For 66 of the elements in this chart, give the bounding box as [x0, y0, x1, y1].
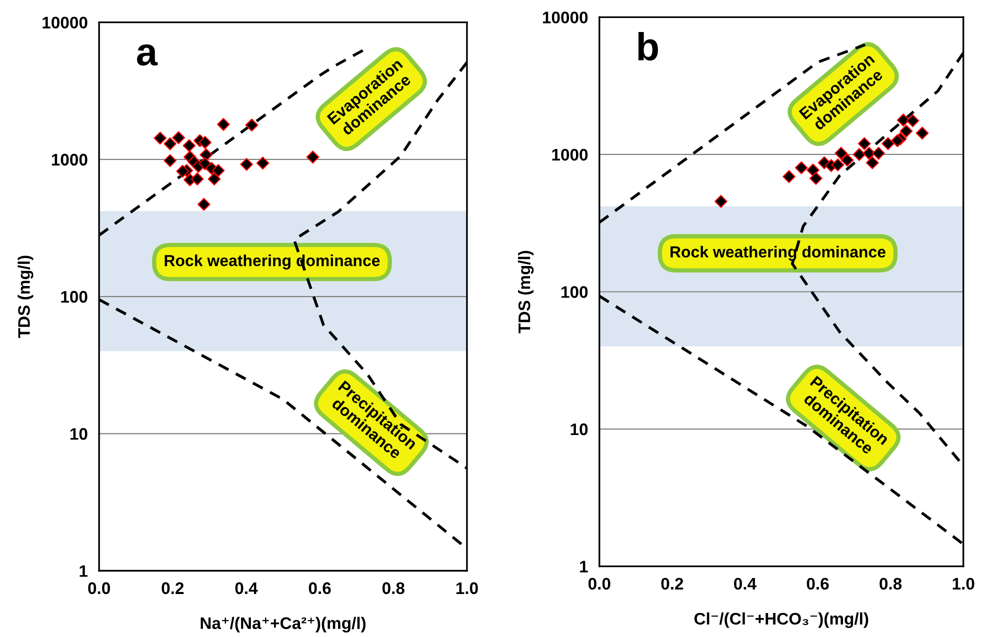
point — [164, 137, 177, 150]
y-axis-title: TDS (mg/l) — [18, 256, 34, 338]
point — [896, 114, 910, 127]
point — [212, 164, 225, 177]
annotation: Rock weathering dominance — [670, 246, 886, 261]
point — [240, 158, 254, 171]
point — [197, 198, 210, 211]
point — [900, 124, 913, 138]
point — [190, 172, 204, 186]
chart-title: a — [137, 44, 158, 66]
point — [916, 126, 929, 140]
x-tick-label: 0.2 — [162, 582, 184, 594]
y-tick-label: 1 — [80, 565, 88, 577]
point — [176, 164, 190, 178]
point — [306, 150, 320, 164]
point — [794, 161, 808, 174]
point — [714, 194, 728, 208]
x-tick-label: 0.4 — [734, 578, 756, 590]
annotation: Rock weathering dominance — [164, 254, 380, 270]
x-tick-label: 0.4 — [235, 582, 258, 594]
y-tick-label: 1000 — [52, 154, 88, 166]
point — [216, 118, 230, 131]
x-tick-label: 0.6 — [806, 578, 829, 590]
point — [154, 132, 167, 145]
point — [809, 172, 822, 185]
point — [164, 154, 177, 168]
x-axis-title: Cl⁻/(Cl⁻+HCO₃⁻)(mg/l) — [694, 612, 868, 628]
point — [866, 156, 879, 170]
point — [891, 134, 904, 148]
point — [831, 158, 844, 172]
point — [882, 137, 894, 150]
point — [872, 146, 885, 160]
x-axis-title: Na⁺/(Na⁺+Ca²⁺)(mg/l) — [200, 616, 366, 632]
point — [782, 170, 796, 184]
x-tick-label: 0.0 — [588, 578, 610, 590]
point — [906, 114, 920, 128]
x-tick-label: 0.0 — [88, 582, 110, 594]
point — [862, 146, 876, 160]
x-tick-label: 1.0 — [456, 582, 478, 594]
point — [198, 136, 212, 149]
x-tick-label: 0.8 — [382, 582, 404, 594]
point — [858, 137, 871, 150]
y-tick-label: 1 — [580, 560, 588, 572]
y-tick-label: 10 — [570, 423, 588, 436]
point — [834, 146, 848, 160]
point — [852, 148, 866, 161]
y-tick-label: 100 — [61, 290, 88, 303]
point — [245, 118, 258, 132]
point — [208, 172, 221, 186]
point — [256, 156, 270, 170]
chart-title: b — [638, 32, 658, 61]
x-tick-label: 1.0 — [952, 578, 974, 590]
point — [172, 131, 185, 144]
y-tick-label: 10000 — [42, 16, 88, 28]
x-tick-label: 0.2 — [661, 578, 684, 590]
x-tick-label: 0.8 — [880, 578, 902, 590]
y-tick-label: 10 — [70, 428, 88, 440]
y-tick-label: 100 — [562, 286, 588, 298]
point — [182, 139, 196, 152]
point — [840, 154, 854, 167]
point — [200, 148, 213, 162]
y-axis-title: TDS (mg/l) — [518, 250, 534, 334]
point — [806, 164, 820, 176]
x-tick-label: 0.6 — [308, 582, 331, 594]
y-tick-label: 1000 — [552, 148, 588, 161]
y-tick-label: 10000 — [542, 12, 588, 24]
